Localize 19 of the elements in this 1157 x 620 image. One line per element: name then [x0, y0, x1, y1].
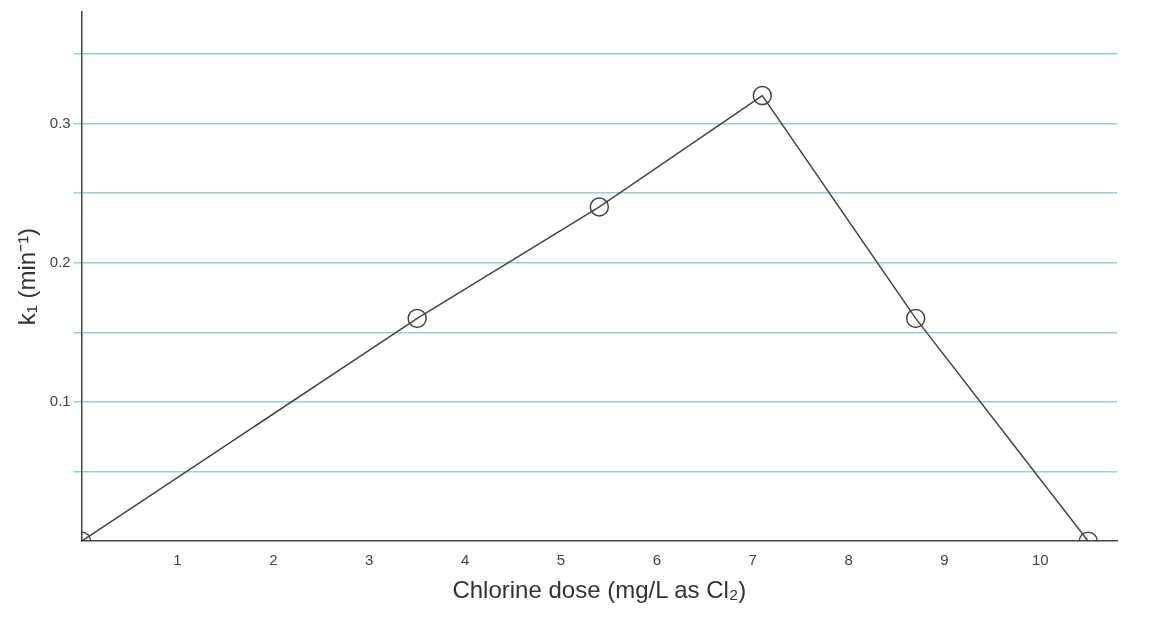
- y-tick-label: 0.1: [49, 392, 71, 410]
- x-tick-label: 7: [748, 551, 757, 569]
- y-axis-title: k₁ (min⁻¹): [13, 227, 41, 326]
- x-tick-label: 5: [556, 551, 566, 569]
- x-tick-label: 8: [844, 551, 853, 569]
- x-tick-label: 2: [269, 551, 278, 569]
- y-tick-label: 0.2: [49, 252, 71, 270]
- point: [407, 308, 427, 329]
- x-tick-label: 9: [940, 551, 949, 569]
- x-tick-label: 4: [460, 551, 470, 569]
- x-tick-label: 6: [652, 551, 662, 569]
- x-axis-title: Chlorine dose (mg/L as Cl₂): [452, 576, 747, 604]
- point: [752, 85, 773, 106]
- x-tick-label: 3: [365, 551, 374, 569]
- point: [589, 197, 610, 217]
- x-tick-label: 10: [1031, 551, 1049, 569]
- point: [905, 308, 926, 329]
- x-tick-label: 1: [173, 551, 182, 569]
- y-tick-label: 0.3: [49, 113, 71, 131]
